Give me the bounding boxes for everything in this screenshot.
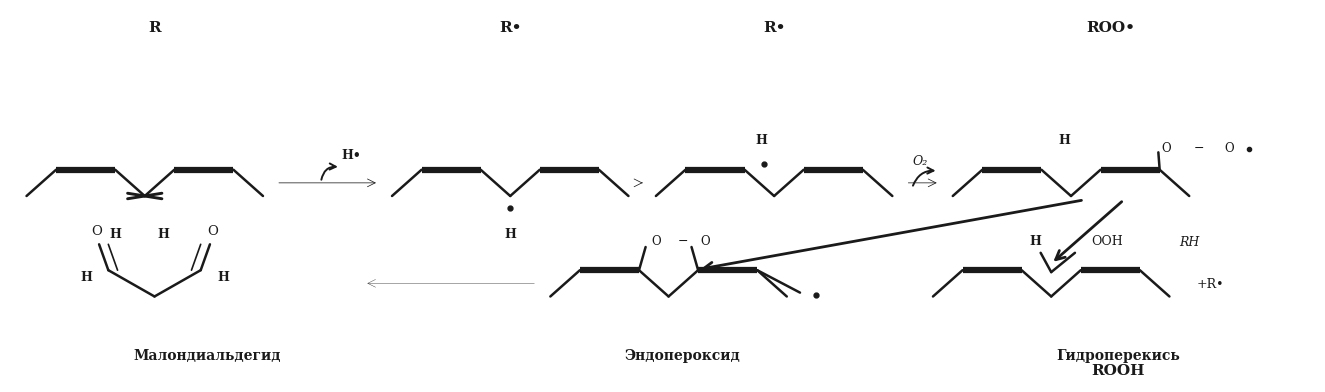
Text: H•: H• <box>342 149 362 162</box>
Text: H: H <box>80 271 91 285</box>
Text: OOH: OOH <box>1090 235 1122 248</box>
Text: H: H <box>1059 134 1071 147</box>
Text: O: O <box>652 235 661 248</box>
Text: −: − <box>1194 142 1204 155</box>
Text: O: O <box>1162 142 1171 155</box>
Text: O: O <box>207 225 219 238</box>
Text: H: H <box>1030 235 1041 248</box>
Text: H: H <box>158 228 170 241</box>
Text: O₂: O₂ <box>913 156 928 169</box>
Text: O: O <box>91 225 102 238</box>
Text: ROOH: ROOH <box>1090 364 1145 377</box>
Text: H: H <box>505 228 517 241</box>
Text: R•: R• <box>500 21 522 35</box>
Text: −: − <box>677 235 688 248</box>
Text: +R•: +R• <box>1196 278 1224 291</box>
Text: O: O <box>1224 142 1235 155</box>
Text: R: R <box>148 21 160 35</box>
Text: R•: R• <box>763 21 786 35</box>
Text: RH: RH <box>1179 236 1200 249</box>
Text: Гидроперекись: Гидроперекись <box>1056 349 1179 363</box>
Text: O: O <box>700 235 710 248</box>
Text: Малондиальдегид: Малондиальдегид <box>134 349 281 363</box>
Text: H: H <box>217 271 229 285</box>
Text: ROO•: ROO• <box>1086 21 1136 35</box>
Text: H: H <box>110 228 122 241</box>
Text: H: H <box>755 134 767 147</box>
Text: Эндопероксид: Эндопероксид <box>624 349 741 363</box>
